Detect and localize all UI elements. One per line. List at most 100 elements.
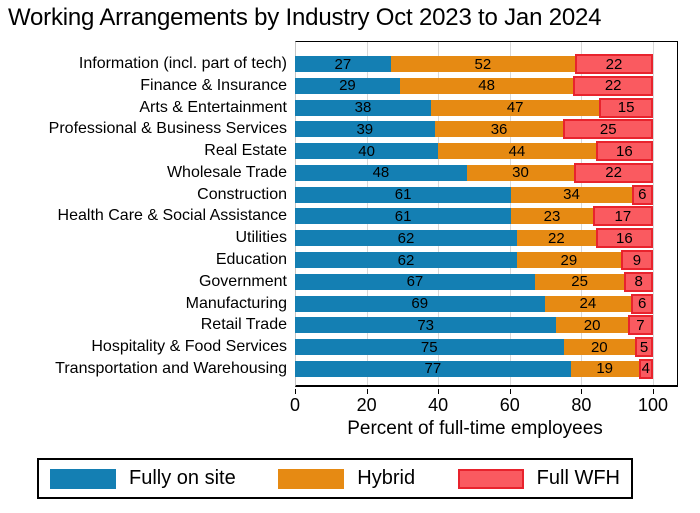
category-label: Professional & Business Services <box>48 120 287 138</box>
category-label: Arts & Entertainment <box>139 98 287 116</box>
legend-swatch <box>278 468 345 489</box>
bar-segment-hybrid: 23 <box>511 208 593 225</box>
category-label: Information (incl. part of tech) <box>78 55 287 72</box>
category-label: Transportation and Warehousing <box>55 359 287 377</box>
bar-segment-full-wfh: 7 <box>627 315 653 336</box>
x-tick-80 <box>581 389 583 394</box>
bar-segment-hybrid: 19 <box>570 360 639 377</box>
bar-segment-full-wfh: 5 <box>635 337 653 358</box>
bar-segment-hybrid: 20 <box>563 339 636 356</box>
bar-segment-hybrid: 36 <box>434 121 564 138</box>
category-label: Manufacturing <box>185 294 287 312</box>
bar-segment-hybrid: 29 <box>516 252 621 269</box>
bar-segment-fully-on-site: 29 <box>295 77 400 94</box>
stacked-bar: 38 47 15 <box>295 97 653 118</box>
legend-label: Full WFH <box>536 467 620 489</box>
bar-rows: Information (incl. part of tech) 27 52 22 Fi… <box>0 42 653 386</box>
bar-segment-hybrid: 48 <box>399 77 574 94</box>
bar-segment-full-wfh: 22 <box>575 54 653 74</box>
chart-row: Information (incl. part of tech) 27 52 22 <box>0 54 653 74</box>
bar-segment-full-wfh: 6 <box>631 184 653 205</box>
stacked-bar: 62 29 9 <box>295 250 653 271</box>
chart-row: Professional & Business Services 39 36 25 <box>0 119 653 140</box>
bar-segment-fully-on-site: 69 <box>295 295 545 312</box>
x-tick-0 <box>295 389 296 394</box>
bar-segment-full-wfh: 22 <box>574 162 653 183</box>
legend-swatch <box>50 468 116 489</box>
x-tick-100 <box>653 389 654 394</box>
bar-segment-full-wfh: 9 <box>620 250 653 271</box>
x-tick-label-20: 20 <box>356 395 377 415</box>
legend-label: Hybrid <box>357 467 416 489</box>
category-label: Utilities <box>235 229 287 247</box>
category-label: Education <box>215 251 287 269</box>
category-label: Real Estate <box>204 142 287 160</box>
x-tick-20 <box>366 389 368 394</box>
bar-segment-full-wfh: 16 <box>595 228 653 249</box>
x-tick-label-0: 0 <box>289 395 300 415</box>
chart-row: Utilities 62 22 16 <box>0 228 653 249</box>
x-tick-label-80: 80 <box>571 395 592 415</box>
stacked-bar: 73 20 7 <box>295 315 653 336</box>
bar-segment-hybrid: 52 <box>390 56 575 72</box>
legend-swatch <box>457 468 524 489</box>
chart-row: Health Care & Social Assistance 61 23 17 <box>0 206 653 227</box>
chart-row: Real Estate 40 44 16 <box>0 141 653 162</box>
chart-row: Manufacturing 69 24 6 <box>0 293 653 314</box>
chart-row: Government 67 25 8 <box>0 271 653 292</box>
bar-segment-full-wfh: 22 <box>573 75 653 96</box>
bar-segment-full-wfh: 25 <box>563 119 653 140</box>
stacked-bar: 69 24 6 <box>295 293 653 314</box>
bar-segment-hybrid: 25 <box>534 273 625 290</box>
x-tick-label-100: 100 <box>637 395 669 415</box>
bar-segment-fully-on-site: 27 <box>295 56 391 72</box>
legend-item: Hybrid <box>278 467 415 490</box>
chart-row: Finance & Insurance 29 48 22 <box>0 75 653 96</box>
chart-row: Construction 61 34 6 <box>0 184 653 205</box>
bar-segment-hybrid: 20 <box>556 317 628 334</box>
chart-row: Wholesale Trade 48 30 22 <box>0 162 653 183</box>
stacked-bar: 40 44 16 <box>295 141 653 162</box>
bar-segment-hybrid: 30 <box>466 164 575 181</box>
bar-segment-hybrid: 44 <box>438 143 596 160</box>
bar-segment-full-wfh: 16 <box>595 141 653 162</box>
category-label: Health Care & Social Assistance <box>57 207 287 225</box>
bar-segment-full-wfh: 6 <box>631 293 653 314</box>
stacked-bar: 61 23 17 <box>295 206 653 227</box>
chart-row: Education 62 29 9 <box>0 250 653 271</box>
bar-segment-fully-on-site: 39 <box>295 121 435 138</box>
bar-segment-full-wfh: 8 <box>624 271 653 292</box>
bar-segment-fully-on-site: 75 <box>295 339 564 356</box>
bar-segment-fully-on-site: 61 <box>295 186 512 203</box>
bar-segment-fully-on-site: 62 <box>295 252 517 269</box>
bar-segment-fully-on-site: 62 <box>295 230 517 247</box>
x-tick-60 <box>509 389 511 394</box>
chart-row: Transportation and Warehousing 77 19 4 <box>0 358 653 379</box>
stacked-bar: 29 48 22 <box>295 75 653 96</box>
category-label: Government <box>198 272 287 290</box>
category-label: Hospitality & Food Services <box>91 338 287 356</box>
bar-segment-fully-on-site: 48 <box>295 164 467 181</box>
bar-segment-fully-on-site: 61 <box>295 208 512 225</box>
bar-segment-fully-on-site: 67 <box>295 273 535 290</box>
stacked-bar: 27 52 22 <box>295 54 653 74</box>
x-tick-40 <box>438 389 440 394</box>
bar-segment-full-wfh: 4 <box>638 358 653 379</box>
bar-segment-hybrid: 34 <box>511 186 632 203</box>
chart-row: Retail Trade 73 20 7 <box>0 315 653 336</box>
category-label: Finance & Insurance <box>140 76 287 94</box>
stacked-bar: 67 25 8 <box>295 271 653 292</box>
chart-title: Working Arrangements by Industry Oct 202… <box>8 4 602 31</box>
stacked-bar: 62 22 16 <box>295 228 653 249</box>
legend-label: Fully on site <box>129 467 236 489</box>
stacked-bar: 75 20 5 <box>295 337 653 358</box>
category-label: Construction <box>197 185 287 203</box>
legend: Fully on site Hybrid Full WFH <box>37 458 633 499</box>
x-tick-label-40: 40 <box>428 395 449 415</box>
stacked-bar: 77 19 4 <box>295 358 653 379</box>
stacked-bar: 39 36 25 <box>295 119 653 140</box>
category-label: Wholesale Trade <box>166 163 287 181</box>
bar-segment-full-wfh: 15 <box>599 97 653 118</box>
gridline-100 <box>653 42 654 385</box>
